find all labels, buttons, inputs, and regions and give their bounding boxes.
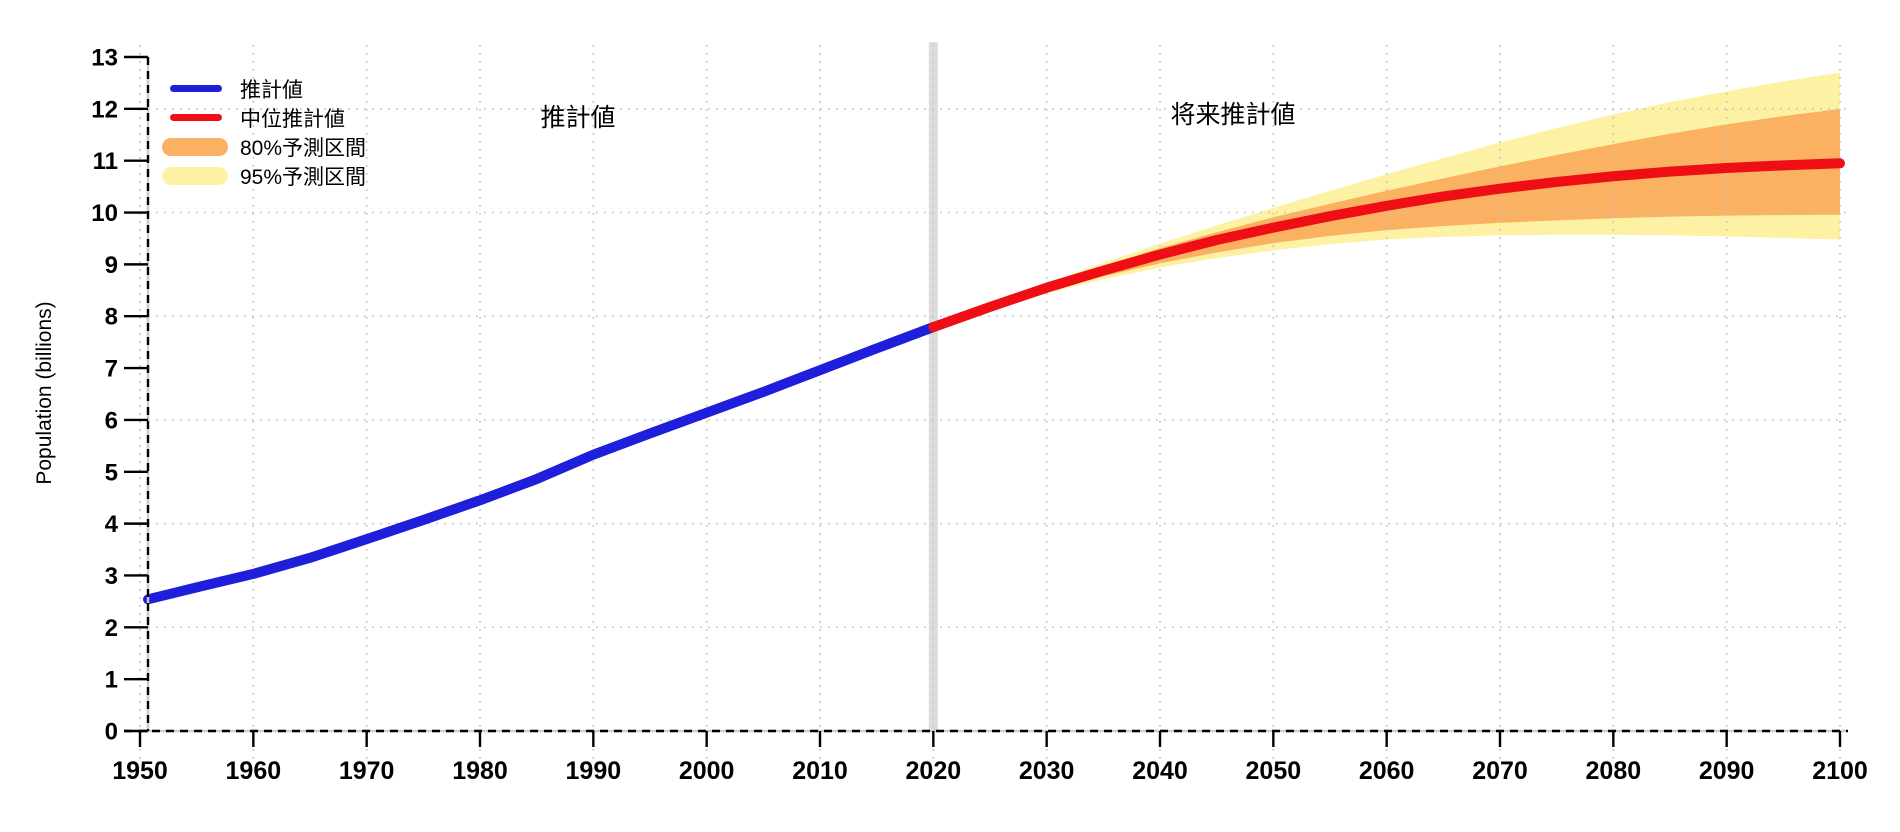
legend-item-pi95: 95%予測区間 bbox=[162, 161, 366, 190]
y-tick-label: 11 bbox=[93, 148, 118, 175]
series-historical-line bbox=[143, 322, 939, 605]
legend: 推計値 中位推計値 80%予測区間 95%予測区間 bbox=[162, 74, 366, 190]
x-tick-label: 1950 bbox=[112, 757, 168, 785]
y-tick-label: 2 bbox=[105, 615, 118, 642]
x-tick-label: 1960 bbox=[226, 757, 282, 785]
x-tick-label: 2040 bbox=[1132, 757, 1188, 785]
annotation-historical: 推計値 bbox=[540, 104, 616, 132]
x-tick-label: 2070 bbox=[1472, 757, 1528, 785]
legend-swatch-box bbox=[162, 166, 228, 185]
y-tick-label: 4 bbox=[105, 511, 119, 538]
legend-item-median: 中位推計値 bbox=[162, 103, 366, 132]
x-tick-label: 2060 bbox=[1359, 757, 1415, 785]
series-median-line bbox=[928, 158, 1845, 333]
x-tick-label: 2010 bbox=[792, 757, 848, 785]
x-tick-label: 2020 bbox=[906, 757, 962, 785]
legend-label-pi80: 80%予測区間 bbox=[240, 136, 367, 160]
x-tick-label: 2030 bbox=[1019, 757, 1075, 785]
band-pi80 bbox=[933, 108, 1840, 328]
x-tick-label: 1970 bbox=[339, 757, 395, 785]
x-tick-label: 2080 bbox=[1586, 757, 1642, 785]
legend-swatch-box bbox=[162, 114, 228, 121]
y-tick-label: 0 bbox=[105, 719, 118, 746]
y-tick-label: 5 bbox=[105, 459, 118, 486]
legend-label-median: 中位推計値 bbox=[240, 107, 345, 131]
y-tick-label: 8 bbox=[105, 304, 118, 331]
legend-label-historical: 推計値 bbox=[240, 78, 303, 102]
y-tick-label: 7 bbox=[105, 356, 118, 383]
legend-swatch-95pi-band bbox=[162, 166, 228, 185]
y-tick-label: 1 bbox=[105, 667, 118, 694]
x-tick-label: 2050 bbox=[1246, 757, 1302, 785]
y-tick-label: 6 bbox=[105, 407, 118, 434]
legend-swatch-median-line bbox=[170, 114, 222, 121]
x-tick-label: 2100 bbox=[1812, 757, 1868, 785]
legend-swatch-historical-line bbox=[170, 85, 222, 92]
y-tick-label: 10 bbox=[91, 200, 118, 227]
legend-swatch-80pi-band bbox=[162, 137, 228, 156]
x-tick-label: 2000 bbox=[679, 757, 735, 785]
y-tick-label: 12 bbox=[91, 96, 118, 123]
x-tick-label: 1990 bbox=[566, 757, 622, 785]
legend-swatch-box bbox=[162, 85, 228, 92]
x-tick-label: 1980 bbox=[452, 757, 508, 785]
y-tick-label: 9 bbox=[105, 252, 118, 279]
y-tick-label: 3 bbox=[105, 563, 118, 590]
legend-swatch-box bbox=[162, 137, 228, 156]
legend-item-historical: 推計値 bbox=[162, 74, 366, 103]
y-axis-title: Population (billions) bbox=[33, 301, 56, 485]
x-tick-label: 2090 bbox=[1699, 757, 1755, 785]
legend-item-pi80: 80%予測区間 bbox=[162, 132, 366, 161]
annotation-future-projection: 将来推計値 bbox=[1170, 101, 1296, 129]
y-tick-label: 13 bbox=[91, 45, 118, 72]
legend-label-pi95: 95%予測区間 bbox=[240, 165, 367, 189]
